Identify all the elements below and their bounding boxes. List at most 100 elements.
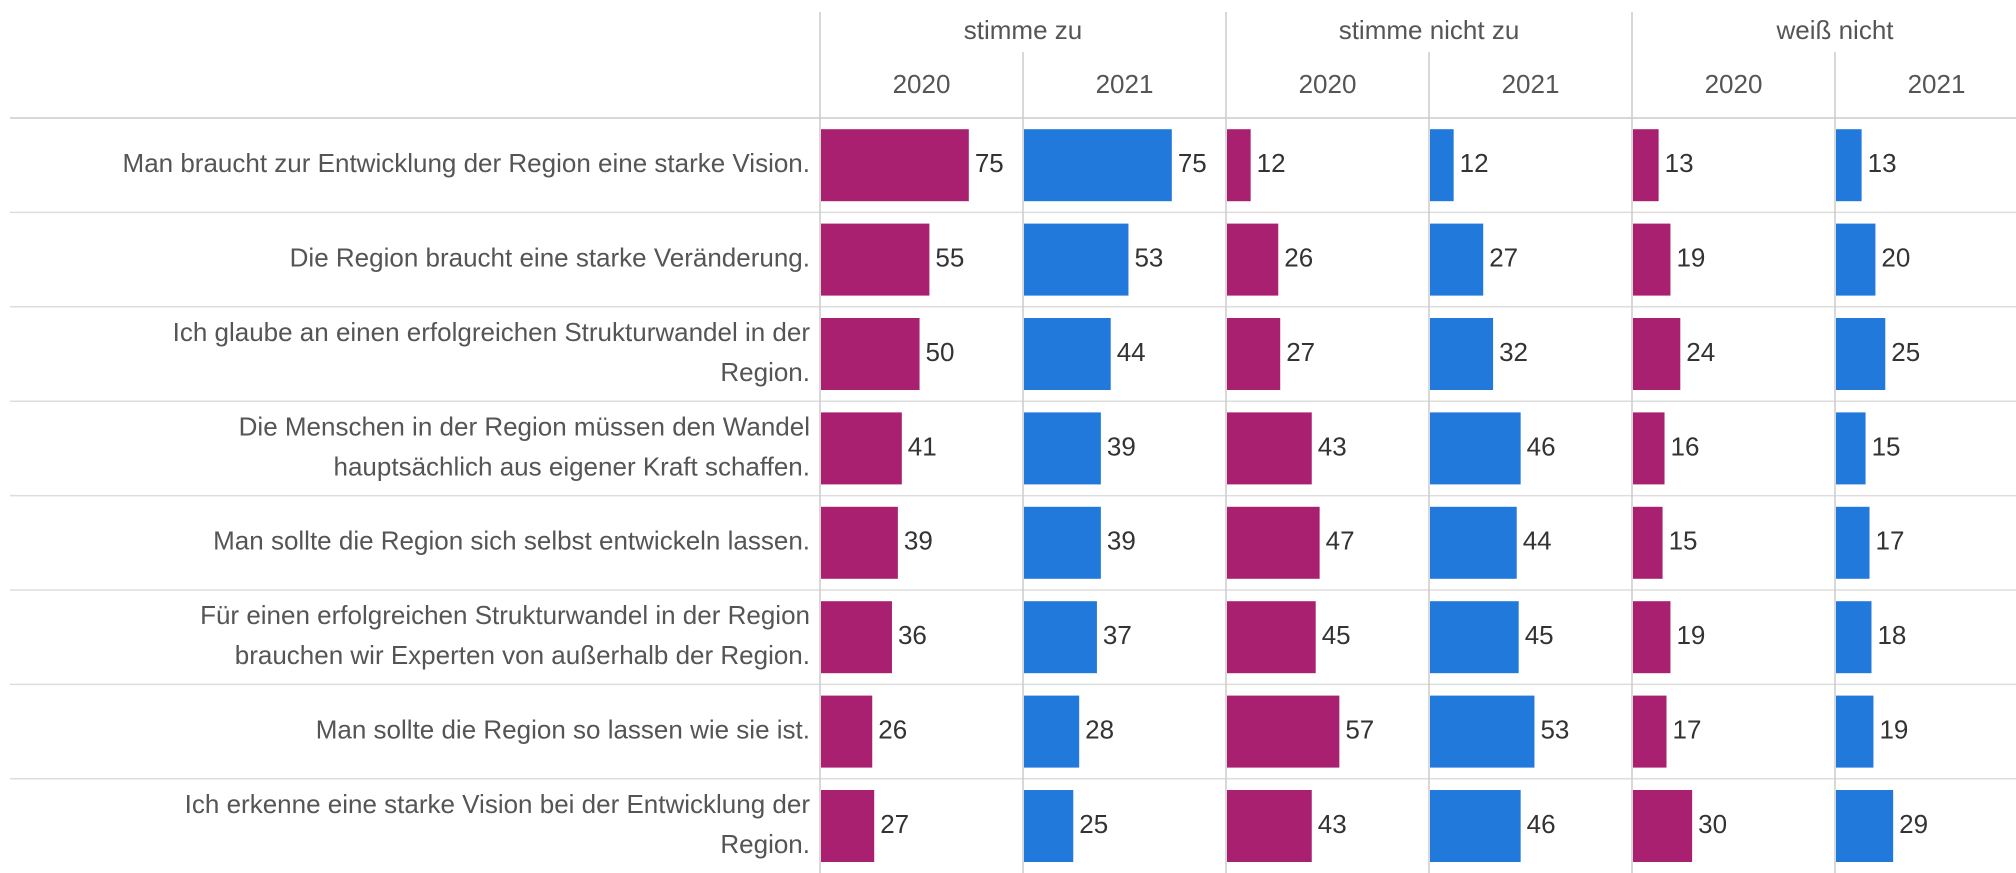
bar bbox=[1024, 601, 1097, 674]
bar bbox=[1633, 601, 1671, 674]
value-label: 17 bbox=[1673, 714, 1702, 744]
value-label: 16 bbox=[1671, 431, 1700, 461]
bar bbox=[1227, 223, 1279, 296]
value-label: 19 bbox=[1676, 620, 1705, 650]
bar bbox=[1430, 318, 1494, 390]
value-label: 19 bbox=[1676, 242, 1705, 272]
category-label: Man braucht zur Entwicklung der Region e… bbox=[123, 148, 810, 178]
bar bbox=[1633, 223, 1671, 296]
category-label: Die Region braucht eine starke Veränderu… bbox=[290, 242, 810, 272]
bar bbox=[1836, 223, 1876, 296]
value-label: 45 bbox=[1322, 620, 1351, 650]
value-label: 12 bbox=[1257, 148, 1286, 178]
value-label: 29 bbox=[1899, 809, 1928, 839]
value-label: 12 bbox=[1460, 148, 1489, 178]
category-label: hauptsächlich aus eigener Kraft schaffen… bbox=[334, 451, 811, 481]
bar bbox=[1024, 223, 1129, 296]
category-label: brauchen wir Experten von außerhalb der … bbox=[235, 640, 810, 670]
value-label: 75 bbox=[975, 148, 1004, 178]
bar bbox=[1633, 412, 1665, 485]
bar bbox=[1227, 695, 1340, 768]
value-label: 43 bbox=[1318, 809, 1347, 839]
value-label: 15 bbox=[1669, 526, 1698, 556]
value-label: 18 bbox=[1877, 620, 1906, 650]
bar bbox=[1633, 318, 1681, 390]
bar bbox=[1633, 695, 1667, 768]
value-label: 50 bbox=[926, 337, 955, 367]
year-label: 2021 bbox=[1908, 69, 1966, 99]
value-label: 44 bbox=[1117, 337, 1146, 367]
value-label: 13 bbox=[1868, 148, 1897, 178]
value-label: 39 bbox=[904, 526, 933, 556]
value-label: 47 bbox=[1326, 526, 1355, 556]
bar bbox=[1430, 601, 1519, 674]
value-label: 28 bbox=[1085, 714, 1114, 744]
value-label: 27 bbox=[1489, 242, 1518, 272]
bar bbox=[1836, 318, 1886, 390]
value-label: 46 bbox=[1527, 809, 1556, 839]
bar bbox=[1024, 129, 1172, 202]
value-label: 37 bbox=[1103, 620, 1132, 650]
bar bbox=[821, 318, 920, 390]
bar bbox=[1836, 506, 1870, 579]
bar bbox=[821, 695, 873, 768]
category-label: Man sollte die Region sich selbst entwic… bbox=[213, 526, 810, 556]
year-label: 2020 bbox=[1705, 69, 1763, 99]
value-label: 36 bbox=[898, 620, 927, 650]
bar bbox=[821, 412, 902, 485]
category-label: Man sollte die Region so lassen wie sie … bbox=[316, 714, 810, 744]
bar bbox=[1227, 506, 1320, 579]
value-label: 24 bbox=[1686, 337, 1715, 367]
bar bbox=[1024, 790, 1074, 862]
bar bbox=[1836, 695, 1874, 768]
category-label: Region. bbox=[720, 357, 810, 387]
value-label: 41 bbox=[908, 431, 937, 461]
value-label: 26 bbox=[1284, 242, 1313, 272]
bar bbox=[1836, 412, 1866, 485]
bar bbox=[1227, 318, 1281, 390]
bar bbox=[821, 129, 969, 202]
value-label: 17 bbox=[1876, 526, 1905, 556]
bar bbox=[821, 223, 930, 296]
bar bbox=[1430, 506, 1517, 579]
bar bbox=[821, 506, 898, 579]
value-label: 57 bbox=[1345, 714, 1374, 744]
bar bbox=[1430, 412, 1521, 485]
value-label: 44 bbox=[1523, 526, 1552, 556]
bar bbox=[821, 601, 892, 674]
bar bbox=[1024, 695, 1080, 768]
group-label: stimme nicht zu bbox=[1339, 15, 1520, 45]
value-label: 46 bbox=[1527, 431, 1556, 461]
value-label: 15 bbox=[1872, 431, 1901, 461]
value-label: 53 bbox=[1540, 714, 1569, 744]
bar bbox=[1430, 129, 1454, 202]
value-label: 30 bbox=[1698, 809, 1727, 839]
category-label: Ich erkenne eine starke Vision bei der E… bbox=[185, 789, 811, 819]
value-label: 75 bbox=[1178, 148, 1207, 178]
year-label: 2020 bbox=[1299, 69, 1357, 99]
value-label: 53 bbox=[1134, 242, 1163, 272]
bar bbox=[1227, 129, 1251, 202]
category-label: Für einen erfolgreichen Strukturwandel i… bbox=[200, 600, 810, 630]
bar bbox=[1227, 790, 1312, 862]
value-label: 27 bbox=[880, 809, 909, 839]
bar bbox=[1227, 412, 1312, 485]
value-label: 19 bbox=[1879, 714, 1908, 744]
value-label: 39 bbox=[1107, 431, 1136, 461]
value-label: 13 bbox=[1665, 148, 1694, 178]
value-label: 43 bbox=[1318, 431, 1347, 461]
bar bbox=[821, 790, 875, 862]
bar bbox=[1836, 790, 1894, 862]
value-label: 26 bbox=[878, 714, 907, 744]
bar bbox=[1633, 506, 1663, 579]
bar bbox=[1430, 695, 1535, 768]
value-label: 45 bbox=[1525, 620, 1554, 650]
category-label: Die Menschen in der Region müssen den Wa… bbox=[239, 411, 810, 441]
group-label: weiß nicht bbox=[1775, 15, 1894, 45]
year-label: 2020 bbox=[893, 69, 951, 99]
bar bbox=[1430, 790, 1521, 862]
bar bbox=[1836, 601, 1872, 674]
value-label: 39 bbox=[1107, 526, 1136, 556]
bar bbox=[1024, 412, 1101, 485]
